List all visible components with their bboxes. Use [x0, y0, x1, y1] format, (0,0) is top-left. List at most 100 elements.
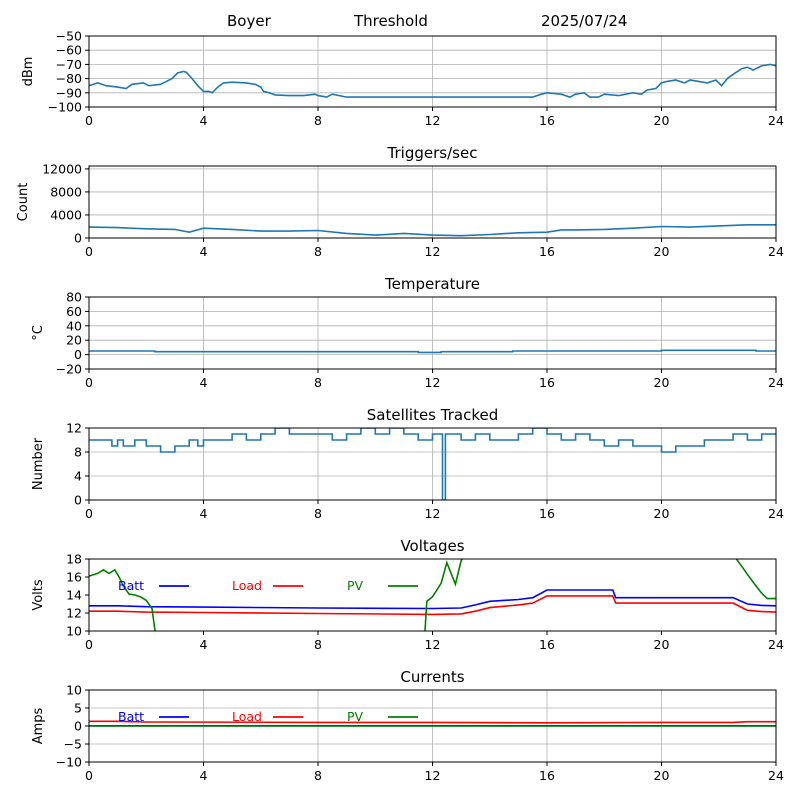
y-tick-label: −70 [56, 57, 82, 72]
y-tick-label: −90 [56, 85, 82, 100]
y-tick-label: −100 [48, 100, 82, 115]
x-tick-label: 0 [85, 768, 93, 783]
y-tick-label: −60 [56, 43, 82, 58]
x-tick-label: 24 [768, 768, 784, 783]
y-tick-label: 4000 [50, 207, 82, 222]
series-line-temperature-0 [89, 349, 776, 354]
panel-voltages [85, 558, 777, 635]
x-tick-label: 8 [314, 768, 322, 783]
x-tick-label: 4 [200, 637, 208, 652]
y-axis-label: Count [16, 183, 31, 222]
x-tick-label: 4 [200, 506, 208, 521]
legend-label-load: Load [232, 578, 262, 593]
panel-rssi [85, 35, 777, 111]
x-tick-label: 0 [85, 113, 93, 128]
y-tick-label: 4 [74, 469, 82, 484]
y-tick-label: 0 [74, 493, 82, 508]
series-line-load [89, 720, 776, 724]
y-tick-label: 0 [74, 231, 82, 246]
series-line-triggers-0 [89, 224, 776, 237]
x-tick-label: 16 [539, 637, 555, 652]
x-tick-label: 16 [539, 375, 555, 390]
legend-label-pv: PV [347, 709, 364, 724]
x-tick-label: 20 [654, 506, 670, 521]
axes-frame [88, 558, 777, 632]
x-tick-label: 12 [425, 506, 441, 521]
x-tick-label: 16 [539, 506, 555, 521]
x-tick-label: 24 [768, 506, 784, 521]
x-tick-label: 24 [768, 637, 784, 652]
legend-label-batt: Batt [118, 578, 144, 593]
y-tick-label: 0 [74, 347, 82, 362]
x-tick-label: 8 [314, 113, 322, 128]
y-axis-label: dBm [21, 57, 36, 87]
panel-satellites [85, 427, 777, 504]
series-line-load [89, 595, 776, 616]
x-tick-label: 8 [314, 244, 322, 259]
chart-title: Currents [400, 668, 464, 686]
x-tick-label: 8 [314, 375, 322, 390]
y-axis-label: Volts [31, 579, 46, 611]
y-tick-label: 12 [66, 606, 82, 621]
x-tick-label: 4 [200, 113, 208, 128]
site-title: Boyer [227, 12, 271, 30]
y-axis-label: Number [31, 437, 46, 490]
y-tick-label: 12000 [42, 161, 82, 176]
mode-title: Threshold [354, 12, 428, 30]
x-tick-label: 20 [654, 768, 670, 783]
series-line-pv [89, 559, 776, 631]
y-axis-label: Amps [31, 707, 46, 744]
x-tick-label: 24 [768, 113, 784, 128]
y-tick-label: 60 [66, 304, 82, 319]
y-tick-label: −20 [56, 362, 82, 377]
x-tick-label: 8 [314, 637, 322, 652]
x-tick-label: 8 [314, 506, 322, 521]
y-tick-label: 18 [66, 552, 82, 567]
x-tick-label: 4 [200, 768, 208, 783]
x-tick-label: 12 [425, 113, 441, 128]
y-tick-label: 40 [66, 318, 82, 333]
x-tick-label: 24 [768, 244, 784, 259]
chart-title: Triggers/sec [387, 144, 478, 162]
x-tick-label: 0 [85, 244, 93, 259]
y-tick-label: −5 [64, 737, 82, 752]
legend-label-batt: Batt [118, 709, 144, 724]
chart-title: Temperature [384, 275, 480, 293]
y-tick-label: −10 [56, 755, 82, 770]
panel-triggers [85, 165, 777, 242]
x-tick-label: 20 [654, 375, 670, 390]
x-tick-label: 4 [200, 244, 208, 259]
y-tick-label: 14 [66, 588, 82, 603]
series-line-satellites-0 [89, 428, 776, 500]
y-tick-label: −50 [56, 29, 82, 44]
x-tick-label: 12 [425, 244, 441, 259]
y-tick-label: 5 [74, 701, 82, 716]
x-tick-label: 12 [425, 637, 441, 652]
chart-title: Voltages [400, 537, 464, 555]
x-tick-label: 4 [200, 375, 208, 390]
y-tick-label: 10 [66, 683, 82, 698]
y-tick-label: 16 [66, 570, 82, 585]
date-title: 2025/07/24 [541, 12, 628, 30]
y-tick-label: 0 [74, 719, 82, 734]
legend-label-load: Load [232, 709, 262, 724]
y-tick-label: 20 [66, 333, 82, 348]
panel-currents [85, 689, 777, 766]
x-tick-label: 16 [539, 244, 555, 259]
y-axis-label: °C [31, 325, 46, 341]
x-tick-label: 0 [85, 506, 93, 521]
y-tick-label: 12 [66, 421, 82, 436]
x-tick-label: 24 [768, 375, 784, 390]
x-tick-label: 0 [85, 637, 93, 652]
x-tick-label: 0 [85, 375, 93, 390]
panel-temperature [85, 296, 777, 373]
x-tick-label: 12 [425, 375, 441, 390]
series-line-rssi-0 [89, 63, 776, 98]
x-tick-label: 16 [539, 768, 555, 783]
y-tick-label: 80 [66, 290, 82, 305]
x-tick-label: 20 [654, 244, 670, 259]
y-tick-label: 8000 [50, 184, 82, 199]
legend-label-pv: PV [347, 578, 364, 593]
y-tick-label: 8 [74, 445, 82, 460]
